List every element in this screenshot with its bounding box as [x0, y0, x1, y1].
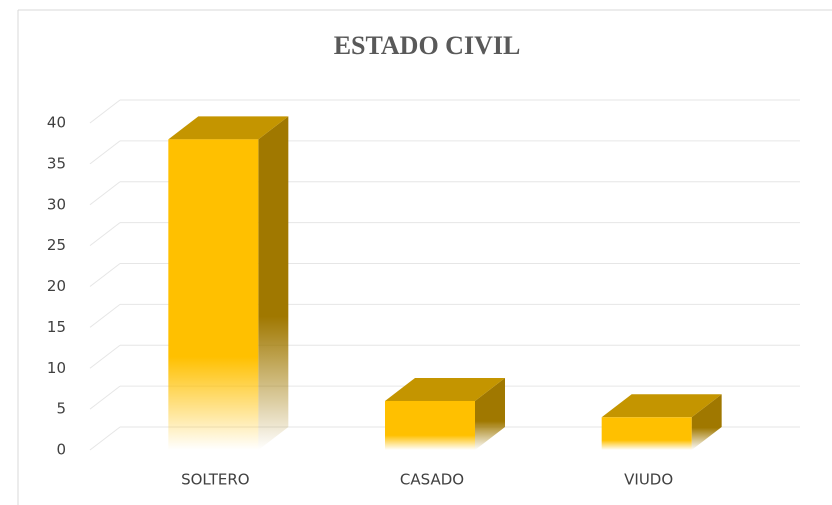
bar-top	[385, 377, 505, 401]
y-tick-label: 10	[47, 359, 66, 377]
bar-side	[691, 394, 722, 450]
bar-side	[475, 377, 505, 450]
grid-line-floor	[89, 303, 121, 328]
chart-title: ESTADO CIVIL	[334, 31, 521, 60]
grid-line-floor	[89, 99, 121, 124]
grid-line-floor	[89, 140, 121, 165]
y-tick-label: 35	[47, 154, 66, 172]
grid-line-floor	[89, 344, 121, 369]
x-tick-label: CASADO	[400, 471, 464, 489]
bar-side	[258, 116, 289, 450]
bar	[168, 139, 259, 450]
y-tick-label: 25	[47, 236, 66, 254]
bar-top	[601, 394, 722, 418]
x-tick-label: SOLTERO	[181, 471, 250, 489]
grid-line-floor	[89, 222, 121, 247]
y-tick-label: 15	[47, 318, 66, 336]
x-tick-label: VIUDO	[624, 471, 673, 489]
grid-line-floor	[89, 385, 121, 410]
y-tick-label: 0	[56, 441, 66, 459]
grid-line-floor	[89, 181, 121, 206]
y-tick-label: 40	[47, 114, 66, 132]
y-tick-label: 30	[47, 195, 66, 213]
grid-line-floor	[89, 263, 121, 287]
bar	[385, 400, 475, 450]
grid-line-floor	[89, 426, 121, 451]
bar-top	[168, 116, 289, 140]
y-tick-label: 5	[56, 400, 66, 418]
y-tick-label: 20	[47, 277, 66, 295]
bar	[601, 417, 692, 450]
